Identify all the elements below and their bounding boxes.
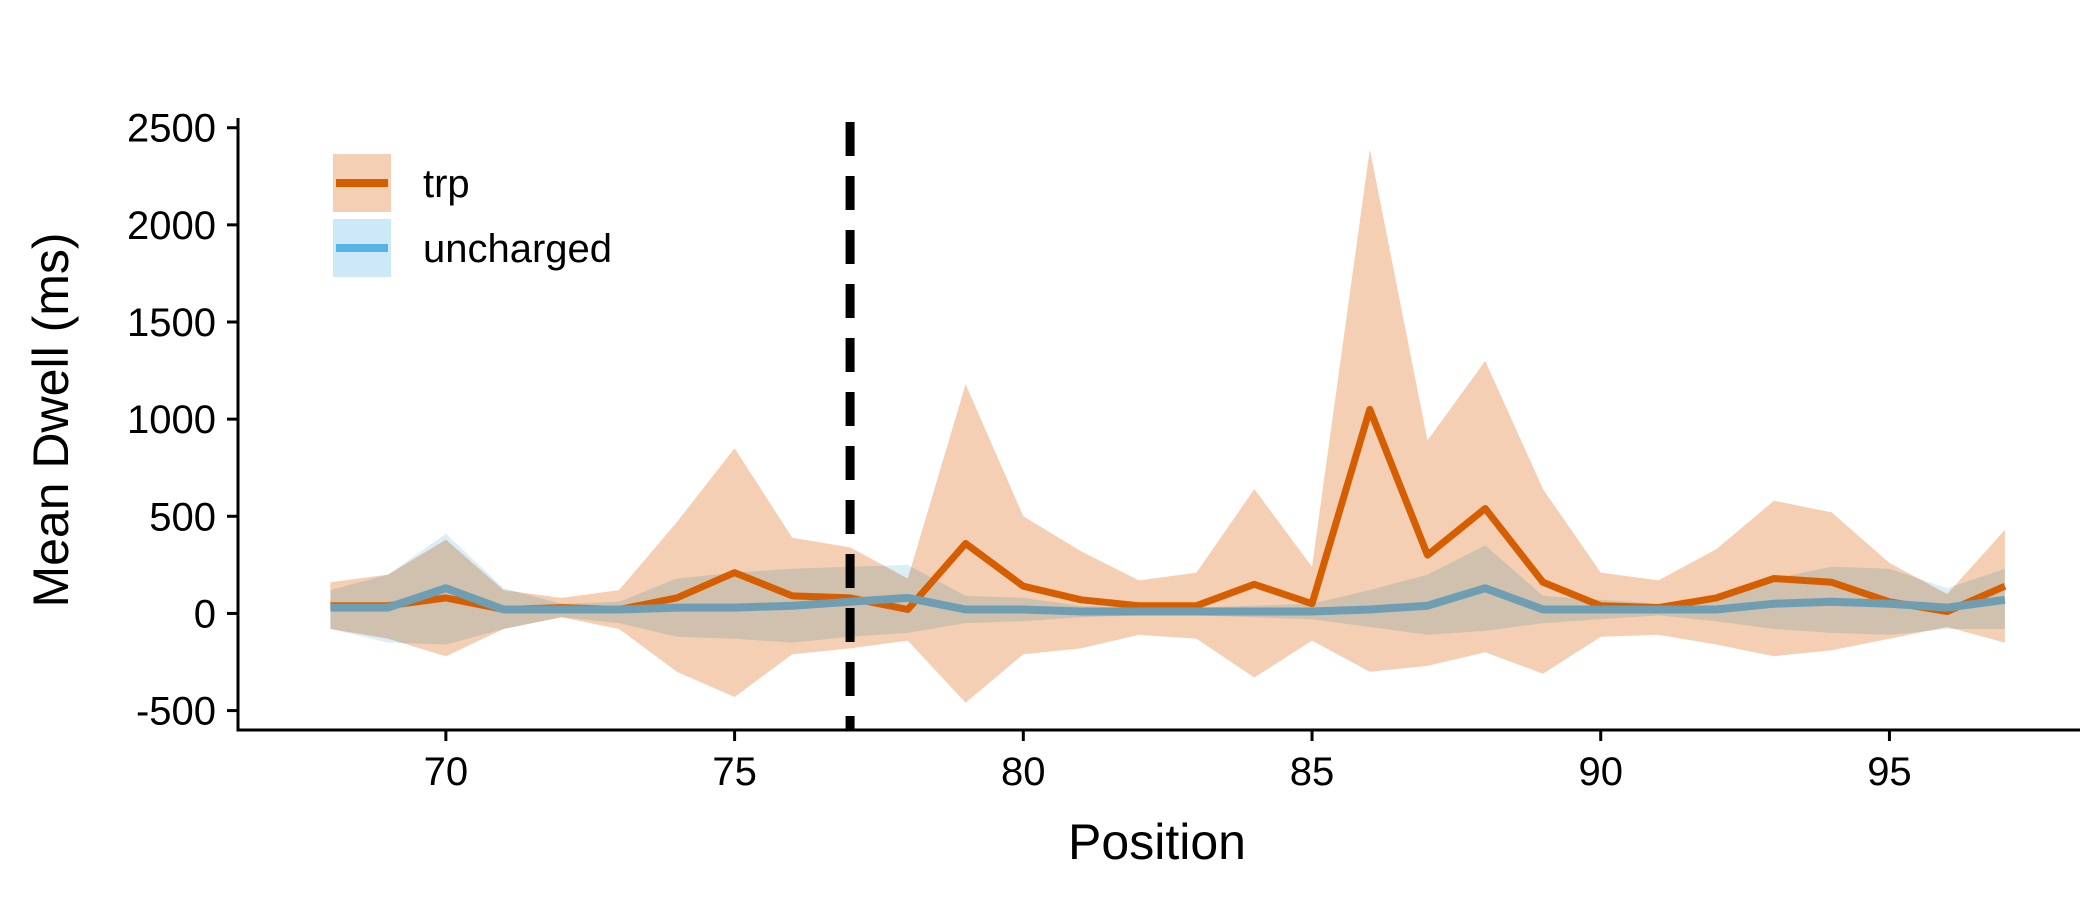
x-axis-title: Position <box>1068 814 1246 870</box>
legend-label-trp: trp <box>423 162 470 206</box>
x-tick-label: 70 <box>424 750 469 794</box>
x-tick-label: 95 <box>1867 750 1912 794</box>
series-lines <box>330 405 2007 616</box>
y-tick-label: 1500 <box>127 301 216 345</box>
x-tick-label: 85 <box>1290 750 1335 794</box>
line-uncharged <box>330 584 2006 616</box>
x-tick-label: 75 <box>712 750 757 794</box>
legend-label-uncharged: uncharged <box>423 227 612 271</box>
y-tick-label: -500 <box>136 690 216 734</box>
y-tick-label: 500 <box>149 495 216 539</box>
x-tick-label: 80 <box>1001 750 1046 794</box>
confidence-bands <box>330 149 2005 703</box>
y-tick-label: 1000 <box>127 398 216 442</box>
x-tick-label: 90 <box>1578 750 1623 794</box>
axes: 70 75 80 85 90 95 -500 0 500 1000 1500 2000 2500 <box>127 107 2080 794</box>
y-tick-label: 2000 <box>127 204 216 248</box>
legend: trp uncharged <box>333 154 612 277</box>
band-trp <box>330 149 2005 703</box>
y-tick-label: 0 <box>194 592 216 636</box>
band-uncharged <box>330 533 2005 645</box>
y-axis-title: Mean Dwell (ms) <box>23 232 79 607</box>
y-tick-label: 2500 <box>127 107 216 151</box>
